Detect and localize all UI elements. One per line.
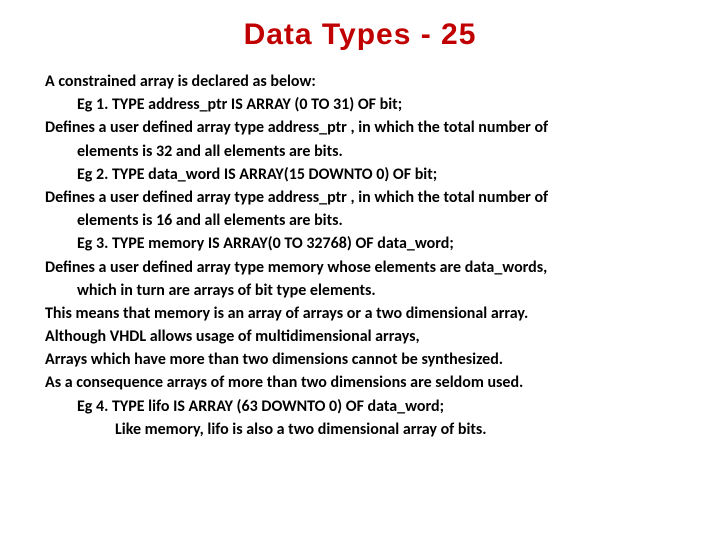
slide-title: Data Types - 25 bbox=[45, 18, 675, 52]
body-line-example: Eg 1. TYPE address_ptr IS ARRAY (0 TO 31… bbox=[45, 93, 675, 116]
body-line: As a consequence arrays of more than two… bbox=[45, 371, 675, 394]
body-line-continuation: which in turn are arrays of bit type ele… bbox=[45, 279, 675, 302]
body-line: Defines a user defined array type memory… bbox=[45, 256, 675, 279]
body-line: This means that memory is an array of ar… bbox=[45, 302, 675, 325]
body-line-continuation: Like memory, lifo is also a two dimensio… bbox=[45, 418, 675, 441]
body-line-example: Eg 4. TYPE lifo IS ARRAY (63 DOWNTO 0) O… bbox=[45, 395, 675, 418]
body-line-continuation: elements is 32 and all elements are bits… bbox=[45, 140, 675, 163]
body-line: Defines a user defined array type addres… bbox=[45, 186, 675, 209]
body-line: Arrays which have more than two dimensio… bbox=[45, 348, 675, 371]
body-line-example: Eg 3. TYPE memory IS ARRAY(0 TO 32768) O… bbox=[45, 232, 675, 255]
body-line: A constrained array is declared as below… bbox=[45, 70, 675, 93]
slide-body: A constrained array is declared as below… bbox=[45, 70, 675, 441]
body-line-example: Eg 2. TYPE data_word IS ARRAY(15 DOWNTO … bbox=[45, 163, 675, 186]
body-line: Although VHDL allows usage of multidimen… bbox=[45, 325, 675, 348]
slide-container: Data Types - 25 A constrained array is d… bbox=[0, 0, 720, 461]
body-line: Defines a user defined array type addres… bbox=[45, 116, 675, 139]
body-line-continuation: elements is 16 and all elements are bits… bbox=[45, 209, 675, 232]
